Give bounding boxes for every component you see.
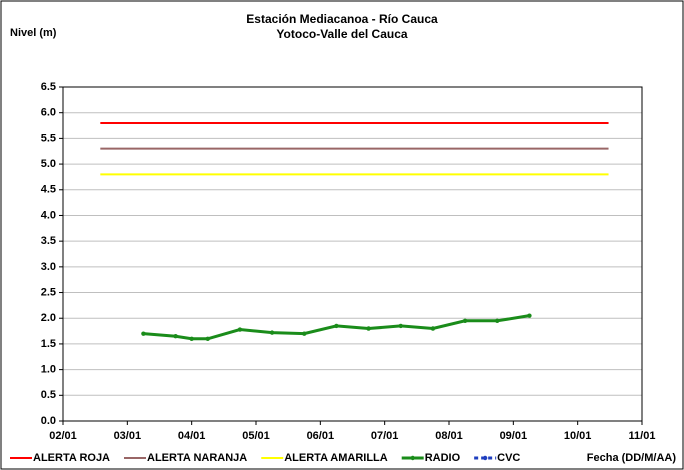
point bbox=[495, 318, 500, 323]
y-tick-label: 5.5 bbox=[41, 132, 56, 144]
point bbox=[173, 334, 178, 339]
point bbox=[398, 323, 403, 329]
legend-marker bbox=[410, 455, 415, 461]
point bbox=[141, 331, 146, 336]
y-tick-label: 1.5 bbox=[41, 338, 56, 350]
y-tick-label: 6.0 bbox=[41, 107, 56, 119]
y-tick-label: 3.0 bbox=[41, 261, 56, 273]
point bbox=[205, 336, 210, 341]
y-tick-label: 2.0 bbox=[41, 312, 56, 324]
x-tick-label: 09/01 bbox=[500, 430, 528, 442]
x-tick-label: 04/01 bbox=[178, 430, 206, 442]
x-tick-label: 03/01 bbox=[114, 430, 142, 442]
legend-label: ALERTA NARANJA bbox=[147, 452, 247, 464]
legend-label: RADIO bbox=[425, 452, 461, 464]
point bbox=[269, 330, 275, 335]
legend-marker bbox=[482, 455, 488, 461]
y-tick-label: 2.5 bbox=[41, 286, 56, 298]
x-tick-label: 05/01 bbox=[242, 430, 270, 442]
plot-area bbox=[62, 86, 643, 422]
y-tick-label: 4.0 bbox=[41, 209, 56, 221]
legend-label: ALERTA AMARILLA bbox=[284, 452, 388, 464]
y-tick-label: 3.5 bbox=[41, 235, 56, 247]
chart-title: Estación Mediacanoa - Río Cauca bbox=[246, 12, 438, 26]
y-tick-label: 0.5 bbox=[41, 389, 56, 401]
x-tick-label: 02/01 bbox=[49, 430, 77, 442]
point bbox=[462, 318, 468, 323]
y-tick-label: 0.0 bbox=[41, 415, 56, 427]
x-tick-label: 07/01 bbox=[371, 430, 399, 442]
y-axis-label: Nivel (m) bbox=[10, 27, 57, 39]
point bbox=[237, 327, 243, 332]
legend-label: CVC bbox=[497, 452, 520, 464]
legend-label: ALERTA ROJA bbox=[33, 452, 110, 464]
y-tick-label: 5.0 bbox=[41, 158, 56, 170]
y-tick-label: 1.0 bbox=[41, 364, 56, 376]
series-line bbox=[143, 314, 530, 341]
y-tick-label: 4.5 bbox=[41, 184, 56, 196]
x-tick-label: 11/01 bbox=[629, 430, 656, 442]
x-tick-label: 10/01 bbox=[564, 430, 592, 442]
point bbox=[302, 331, 307, 336]
chart-title: Yotoco-Valle del Cauca bbox=[276, 27, 407, 41]
point bbox=[430, 326, 436, 331]
x-axis-label: Fecha (DD/M/AA) bbox=[587, 452, 677, 464]
y-tick-label: 6.5 bbox=[41, 81, 56, 93]
point bbox=[366, 326, 371, 331]
point bbox=[189, 336, 194, 341]
x-tick-label: 08/01 bbox=[435, 430, 463, 442]
point bbox=[334, 323, 339, 329]
point bbox=[527, 313, 532, 318]
x-tick-label: 06/01 bbox=[307, 430, 335, 442]
